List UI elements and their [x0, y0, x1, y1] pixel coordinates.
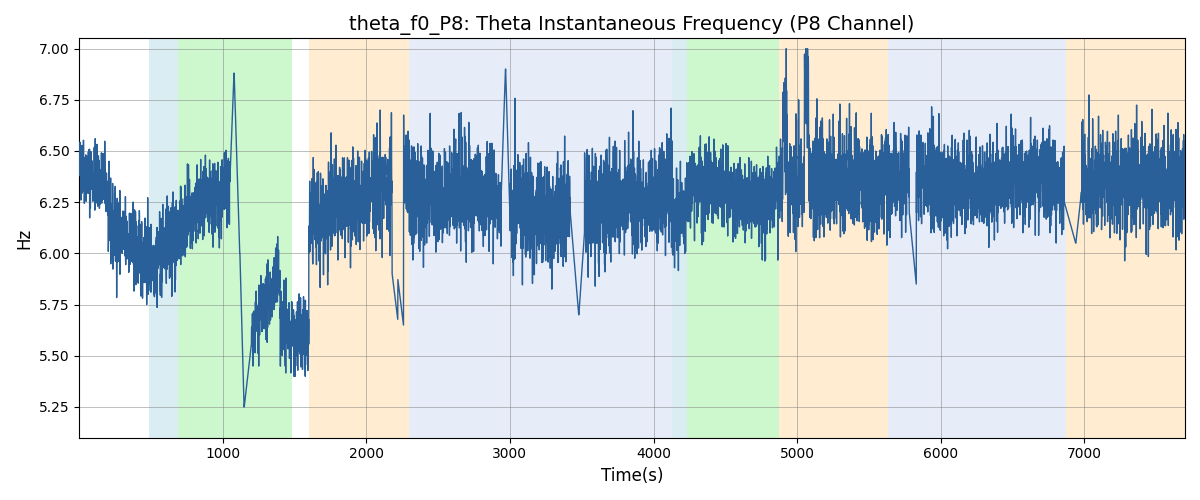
Bar	[409, 38, 672, 438]
Bar	[1066, 38, 1186, 438]
Bar	[686, 38, 779, 438]
Bar	[308, 38, 409, 438]
Y-axis label: Hz: Hz	[14, 228, 32, 248]
Bar	[178, 38, 292, 438]
Bar	[779, 38, 888, 438]
Bar	[888, 38, 1066, 438]
Bar	[672, 38, 686, 438]
Bar	[150, 38, 178, 438]
X-axis label: Time(s): Time(s)	[601, 467, 664, 485]
Title: theta_f0_P8: Theta Instantaneous Frequency (P8 Channel): theta_f0_P8: Theta Instantaneous Frequen…	[349, 15, 914, 35]
